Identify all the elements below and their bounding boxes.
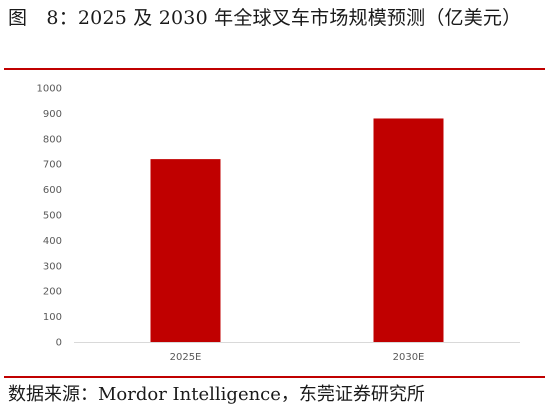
figure-caption: 图 8：2025 及 2030 年全球叉车市场规模预测（亿美元） [8,4,544,32]
y-tick-label: 300 [43,261,62,272]
bar-2025e [150,159,221,342]
bar-2030e [373,118,444,342]
y-tick-label: 600 [43,185,62,196]
figure-caption-text: 2025 及 2030 年全球叉车市场规模预测（亿美元） [77,7,522,29]
y-tick-label: 500 [43,211,62,222]
caption-divider [4,68,545,70]
x-axis-ticks: 2025E 2030E [170,352,425,363]
x-tick-label: 2025E [170,352,202,363]
y-tick-label: 700 [43,160,62,171]
y-tick-label: 400 [43,236,62,247]
y-tick-label: 200 [43,287,62,298]
y-tick-label: 800 [43,134,62,145]
x-tick-label: 2030E [393,352,425,363]
y-tick-label: 1000 [37,84,62,95]
y-tick-label: 0 [56,338,62,349]
source-divider [4,376,545,378]
bars [150,118,444,342]
y-tick-label: 900 [43,109,62,120]
source-note: 数据来源：Mordor Intelligence，东莞证券研究所 [8,384,425,405]
y-tick-label: 100 [43,312,62,323]
figure-caption-label: 图 8： [8,7,78,29]
y-axis-ticks: 0 100 200 300 400 500 600 700 800 900 1000 [37,84,62,349]
